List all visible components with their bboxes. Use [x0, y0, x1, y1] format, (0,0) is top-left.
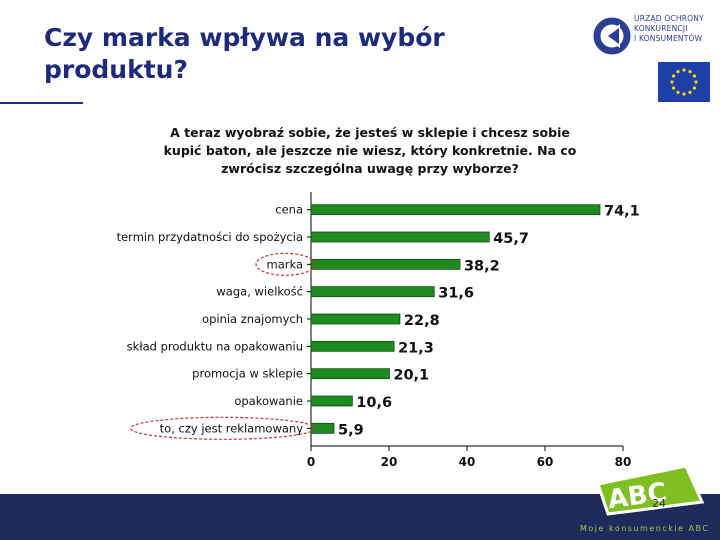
category-label-6: promocja w sklepie	[192, 367, 303, 381]
x-tick-label-4: 80	[615, 455, 632, 469]
highlight-ellipse-2	[255, 252, 316, 276]
category-label-2: marka	[267, 257, 303, 271]
slide-title-line1: Czy marka wpływa na wybór	[44, 23, 445, 52]
bar-1	[310, 231, 490, 243]
bar-7	[310, 395, 353, 407]
logo-line3: I KONSUMENTÓW	[634, 34, 703, 43]
category-label-0: cena	[275, 203, 303, 217]
category-label-4: opinia znajomych	[202, 312, 303, 326]
uokik-logo-text: URZĄD OCHRONY KONKURENCJI I KONSUMENTÓW	[634, 14, 704, 44]
category-label-3: waga, wielkość	[216, 285, 303, 299]
bar-5	[310, 340, 395, 352]
uokik-emblem-icon	[593, 17, 631, 55]
value-label-4: 22,8	[404, 313, 440, 329]
bar-6	[310, 368, 390, 380]
chart-question: A teraz wyobraź sobie, że jesteś w sklep…	[110, 124, 630, 178]
slide-title: Czy marka wpływa na wybór produktu?	[44, 22, 524, 86]
page-number: 24	[652, 497, 666, 510]
value-label-5: 21,3	[398, 340, 434, 356]
highlight-ellipse-8	[130, 416, 316, 440]
value-label-2: 38,2	[464, 258, 500, 274]
footer-tagline: Moje konsumenckie ABC	[580, 524, 710, 533]
x-tick-label-0: 0	[307, 455, 315, 469]
bar-8	[310, 422, 335, 434]
category-label-5: skład produktu na opakowaniu	[127, 339, 303, 353]
x-tick-label-2: 40	[459, 455, 476, 469]
bar-3	[310, 286, 435, 298]
category-label-7: opakowanie	[234, 394, 303, 408]
eu-flag-icon	[658, 62, 710, 102]
bar-2	[310, 258, 461, 270]
x-tick-label-1: 20	[381, 455, 398, 469]
value-label-6: 20,1	[393, 368, 429, 384]
abc-badge-icon: ABC	[596, 464, 705, 516]
x-tick-label-3: 60	[537, 455, 554, 469]
logo-line2: KONKURENCJI	[634, 24, 688, 33]
value-label-1: 45,7	[493, 231, 529, 247]
value-label-8: 5,9	[338, 422, 364, 438]
category-label-8: to, czy jest reklamowany	[160, 421, 304, 435]
value-label-7: 10,6	[356, 395, 392, 411]
slide-title-line2: produktu?	[44, 55, 188, 84]
question-line1: A teraz wyobraź sobie, że jesteś w sklep…	[170, 125, 570, 140]
value-label-3: 31,6	[438, 286, 474, 302]
logo-line1: URZĄD OCHRONY	[634, 14, 704, 23]
bar-4	[310, 313, 401, 325]
title-underline	[0, 102, 83, 104]
bar-0	[310, 204, 601, 216]
category-label-1: termin przydatności do spożycia	[117, 230, 303, 244]
footer-band	[0, 494, 720, 540]
question-line3: zwrócisz szczególna uwagę przy wyborze?	[221, 161, 519, 176]
value-label-0: 74,1	[604, 204, 640, 220]
question-line2: kupić baton, ale jeszcze nie wiesz, któr…	[163, 143, 577, 158]
uokik-logo: URZĄD OCHRONY KONKURENCJI I KONSUMENTÓW	[590, 8, 715, 102]
